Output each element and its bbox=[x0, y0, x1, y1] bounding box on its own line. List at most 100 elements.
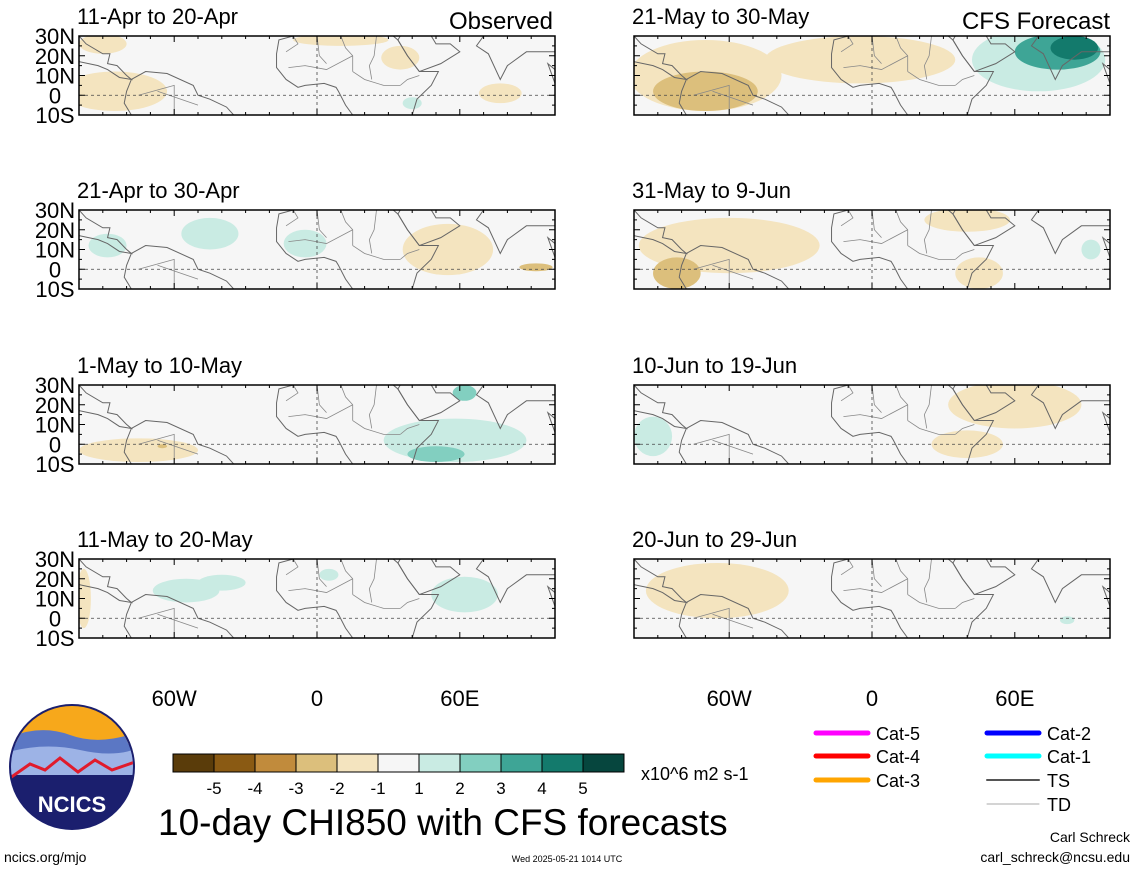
suppressed-anomaly bbox=[79, 36, 127, 54]
colorbar-swatch bbox=[336, 753, 379, 773]
coastline bbox=[634, 559, 689, 604]
country-border bbox=[340, 385, 354, 421]
colorbar-tick-label: -4 bbox=[247, 779, 262, 798]
suppressed-anomaly bbox=[931, 430, 1003, 459]
lat-tick-label: 10N bbox=[35, 413, 75, 438]
country-border bbox=[157, 613, 199, 629]
colorbar-tick-label: 3 bbox=[496, 779, 505, 798]
country-border bbox=[157, 264, 199, 280]
coastline bbox=[678, 245, 790, 289]
panel-date-range: 20-Jun to 29-Jun bbox=[632, 527, 797, 552]
lon-tick-label: 60W bbox=[152, 686, 197, 711]
enhanced-anomaly bbox=[198, 574, 246, 591]
storm-legend-label: TS bbox=[1047, 771, 1070, 791]
colorbar-swatch bbox=[459, 753, 502, 773]
country-border bbox=[871, 385, 882, 413]
storm-legend-label: Cat-3 bbox=[876, 771, 920, 791]
author-name: Carl Schreck bbox=[1050, 829, 1131, 845]
panel-date-range: 31-May to 9-Jun bbox=[632, 178, 791, 203]
lat-tick-label: 0 bbox=[49, 83, 61, 108]
suppressed-anomaly bbox=[402, 223, 494, 276]
country-border bbox=[923, 210, 932, 254]
enhanced-anomaly bbox=[181, 217, 239, 250]
country-border bbox=[340, 559, 354, 595]
suppressed-anomaly bbox=[955, 257, 1003, 289]
coastline bbox=[79, 36, 134, 81]
storm-legend-label: Cat-1 bbox=[1047, 747, 1091, 767]
coastline bbox=[123, 245, 235, 289]
country-border bbox=[840, 36, 854, 53]
country-border bbox=[923, 385, 932, 429]
coastline bbox=[1101, 585, 1110, 623]
coastline bbox=[1101, 236, 1110, 274]
country-border bbox=[907, 245, 956, 260]
coastline bbox=[952, 385, 1016, 422]
coastline bbox=[475, 36, 555, 81]
country-border bbox=[907, 594, 956, 609]
suppressed-anomaly bbox=[79, 438, 198, 463]
coastline bbox=[79, 559, 134, 604]
lon-tick-label: 60E bbox=[995, 686, 1034, 711]
country-border bbox=[400, 249, 420, 260]
coastline bbox=[634, 385, 689, 430]
enhanced-anomaly bbox=[1050, 36, 1099, 60]
coastline bbox=[831, 36, 995, 115]
coastline bbox=[831, 559, 995, 638]
country-border bbox=[840, 559, 854, 576]
suppressed-anomaly bbox=[79, 71, 168, 112]
country-border bbox=[712, 613, 754, 629]
coastline bbox=[546, 236, 555, 274]
coastline bbox=[79, 210, 134, 255]
coastline bbox=[678, 71, 790, 115]
lat-tick-label: 0 bbox=[49, 606, 61, 631]
country-border bbox=[693, 607, 730, 638]
suppressed-anomaly bbox=[645, 562, 789, 619]
country-border bbox=[895, 559, 909, 595]
colorbar-swatch bbox=[582, 753, 625, 773]
country-border bbox=[907, 71, 956, 86]
country-border bbox=[843, 229, 908, 244]
enhanced-anomaly bbox=[1081, 239, 1101, 260]
lat-tick-label: 10S bbox=[35, 277, 74, 302]
coastline bbox=[546, 411, 555, 449]
country-border bbox=[368, 559, 377, 603]
coastline bbox=[831, 385, 995, 464]
colorbar-swatch bbox=[254, 753, 297, 773]
storm-track-legend: Cat-5 Cat-4 Cat-3 Cat-2 Cat-1 TS TD bbox=[813, 724, 1091, 815]
coastline bbox=[678, 420, 790, 464]
coastline bbox=[1030, 385, 1110, 430]
colorbar-tick-label: 4 bbox=[537, 779, 546, 798]
country-border bbox=[712, 439, 754, 455]
lat-tick-label: 30N bbox=[35, 198, 75, 223]
forecast-label: CFS Forecast bbox=[962, 8, 1110, 35]
country-border bbox=[840, 210, 854, 227]
country-border bbox=[285, 559, 299, 576]
coastline bbox=[123, 71, 235, 115]
country-border bbox=[955, 598, 975, 609]
country-border bbox=[316, 385, 327, 413]
country-border bbox=[843, 578, 908, 593]
author-email: carl_schreck@ncsu.edu bbox=[980, 849, 1130, 865]
coastline bbox=[123, 594, 235, 638]
ncics-logo: NCICS bbox=[9, 704, 135, 830]
country-border bbox=[352, 420, 401, 435]
lat-tick-label: 10S bbox=[35, 626, 74, 651]
lat-tick-label: 30N bbox=[35, 373, 75, 398]
map-panel: 10-Jun to 19-Jun bbox=[631, 352, 1111, 465]
lat-tick-label: 30N bbox=[35, 547, 75, 572]
panel-date-range: 11-May to 20-May bbox=[77, 527, 253, 552]
country-border bbox=[843, 404, 908, 419]
coastline bbox=[678, 594, 790, 638]
country-border bbox=[955, 75, 975, 86]
colorbar-tick-label: 5 bbox=[578, 779, 587, 798]
colorbar-tick-label: -5 bbox=[206, 779, 221, 798]
colorbar-tick-label: -3 bbox=[288, 779, 303, 798]
storm-legend-label: Cat-2 bbox=[1047, 724, 1091, 744]
enhanced-anomaly bbox=[1060, 616, 1075, 625]
country-border bbox=[340, 36, 354, 72]
lat-tick-label: 10S bbox=[35, 103, 74, 128]
panel-date-range: 11-Apr to 20-Apr bbox=[77, 4, 238, 29]
colorbar-tick-label: -1 bbox=[370, 779, 385, 798]
